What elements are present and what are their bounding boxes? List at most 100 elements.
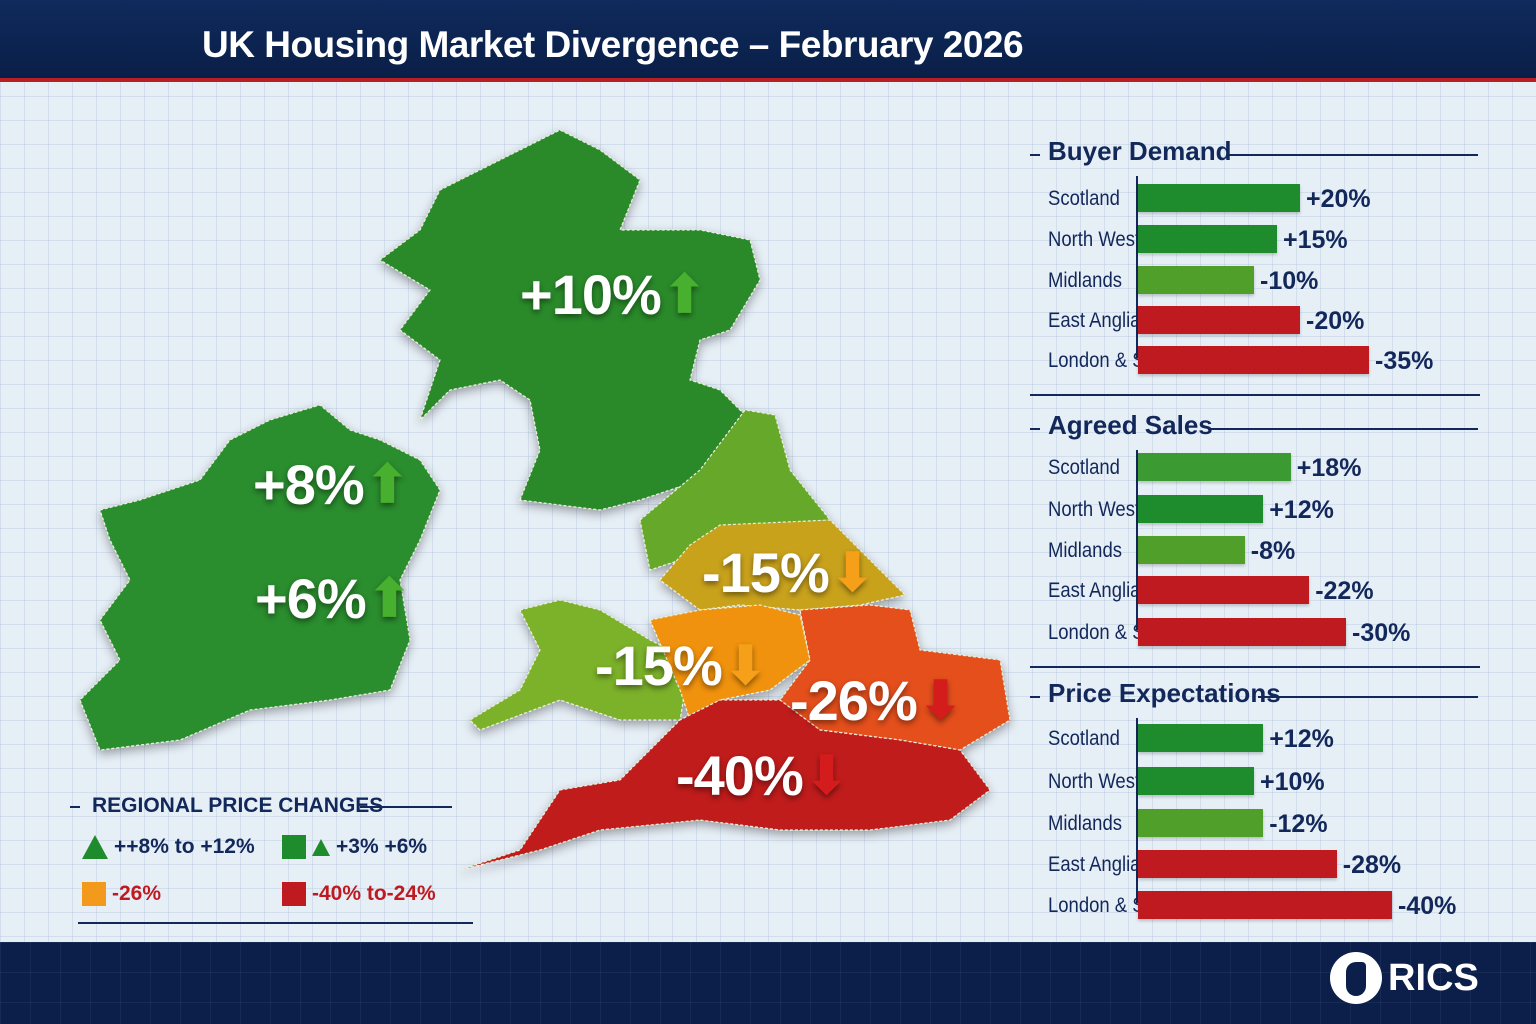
bar <box>1138 536 1245 564</box>
bar-row: East Anglia -28% <box>1030 850 1480 880</box>
category-label: London & SE <box>1048 621 1157 644</box>
bar <box>1138 453 1291 481</box>
bar <box>1138 618 1346 646</box>
bar-row: London & SE -35% <box>1030 346 1480 376</box>
divider <box>1030 394 1480 396</box>
data-label: -40% <box>1398 892 1457 920</box>
legend-label: -40% to-24% <box>312 882 436 905</box>
chart-title: Agreed Sales <box>1048 410 1213 440</box>
data-label: +10% <box>1260 768 1325 796</box>
bar <box>1138 809 1264 837</box>
bar <box>1138 346 1369 374</box>
bar-row: Midlands -12% <box>1030 809 1480 839</box>
data-label: +12% <box>1269 496 1334 524</box>
map-value: -40% <box>676 744 804 807</box>
axis-line <box>1136 450 1138 630</box>
map-value: -15% <box>702 541 830 604</box>
category-label: North West <box>1048 228 1141 251</box>
map-value: -26% <box>790 669 918 732</box>
legend-label: -26% <box>112 882 162 905</box>
category-label: North West <box>1048 770 1141 793</box>
category-label: London & SE <box>1048 894 1157 917</box>
page-title: UK Housing Market Divergence – February … <box>202 24 1024 65</box>
data-label: +12% <box>1269 725 1334 753</box>
bar <box>1138 767 1254 795</box>
legend-label: ++8% to +12% <box>114 835 255 858</box>
bar-row: Scotland +20% <box>1030 184 1480 214</box>
category-label: Midlands <box>1048 269 1122 292</box>
arrow-up-icon: ⬆ <box>365 455 410 514</box>
footer-banner <box>0 942 1536 1024</box>
bar <box>1138 495 1264 523</box>
map-region-ireland <box>79 404 441 751</box>
red-square-icon <box>282 882 306 906</box>
arrow-down-icon: ⬇ <box>723 636 768 695</box>
map-region-wales <box>469 599 691 731</box>
bar-row: Midlands -8% <box>1030 536 1480 566</box>
orange-square-icon <box>82 882 106 906</box>
legend-item: -40% to-24% <box>282 882 436 906</box>
category-label: Scotland <box>1048 187 1120 210</box>
data-label: -12% <box>1269 810 1328 838</box>
divider <box>1030 666 1480 668</box>
category-label: North West <box>1048 498 1141 521</box>
data-label: +15% <box>1283 226 1348 254</box>
map-region-midlands <box>649 604 811 721</box>
bar <box>1138 225 1277 253</box>
arrow-down-icon: ⬇ <box>918 671 963 730</box>
bar-row: East Anglia -20% <box>1030 306 1480 336</box>
map-region-south <box>459 699 991 871</box>
category-label: East Anglia <box>1048 309 1141 332</box>
map-region-east-london <box>779 604 1011 751</box>
green-square-icon <box>282 835 306 859</box>
map-label-scotland: +10% ⬆ <box>520 262 707 327</box>
data-label: -10% <box>1260 267 1319 295</box>
arrow-up-icon: ⬆ <box>662 265 707 324</box>
bar-chart-agreed-sales: Agreed Sales Scotland +18% North West +12%… <box>1030 410 1480 670</box>
map-label-east: -26% ⬇ <box>790 668 963 733</box>
map-label-north: -15% ⬇ <box>702 540 875 605</box>
bar-row: Scotland +18% <box>1030 453 1480 483</box>
bar-row: London & SE -40% <box>1030 891 1480 921</box>
category-label: Midlands <box>1048 539 1122 562</box>
map-label-midlands: -15% ⬇ <box>595 633 768 698</box>
map-label-ireland: +6% ⬆ <box>255 566 412 631</box>
triangle-up-icon <box>82 835 108 859</box>
bar-row: East Anglia -22% <box>1030 576 1480 606</box>
data-label: -8% <box>1250 537 1296 565</box>
data-label: -22% <box>1315 577 1374 605</box>
arrow-down-icon: ⬇ <box>804 746 849 805</box>
legend-title: REGIONAL PRICE CHANGES <box>92 794 384 817</box>
bar <box>1138 891 1392 919</box>
axis-line <box>1136 718 1138 903</box>
uk-ireland-map <box>79 129 1011 871</box>
rics-logo: RICS <box>1330 952 1479 1004</box>
map-label-northern-ireland: +8% ⬆ <box>253 452 410 517</box>
category-label: Scotland <box>1048 727 1120 750</box>
bar <box>1138 306 1300 334</box>
bar-row: North West +15% <box>1030 225 1480 255</box>
data-label: +18% <box>1296 454 1362 482</box>
category-label: Scotland <box>1048 456 1120 479</box>
arrow-down-icon: ⬇ <box>830 543 875 602</box>
legend-label: +3% +6% <box>336 835 428 858</box>
logo-text: RICS <box>1388 956 1479 999</box>
bar <box>1138 184 1300 212</box>
arrow-up-icon: ⬆ <box>367 569 412 628</box>
bar-row: North West +12% <box>1030 495 1480 525</box>
axis-line <box>1136 176 1138 358</box>
category-label: Midlands <box>1048 812 1122 835</box>
triangle-up-icon <box>312 838 330 856</box>
legend-item: -26% <box>82 882 161 906</box>
bar-chart-price-expectations: Price Expectations Scotland +12% North Wes… <box>1030 678 1480 938</box>
category-label: East Anglia <box>1048 853 1141 876</box>
bar-row: Scotland +12% <box>1030 724 1480 754</box>
header-banner: UK Housing Market Divergence – February … <box>0 0 1536 82</box>
map-value: +8% <box>253 453 365 516</box>
bar-chart-buyer-demand: Buyer Demand Scotland +20% North West +15%… <box>1030 136 1480 396</box>
map-region-yorkshire <box>659 519 907 611</box>
data-label: -30% <box>1352 619 1411 647</box>
category-label: London & SE <box>1048 349 1157 372</box>
bar <box>1138 266 1254 294</box>
map-value: +6% <box>255 567 367 630</box>
